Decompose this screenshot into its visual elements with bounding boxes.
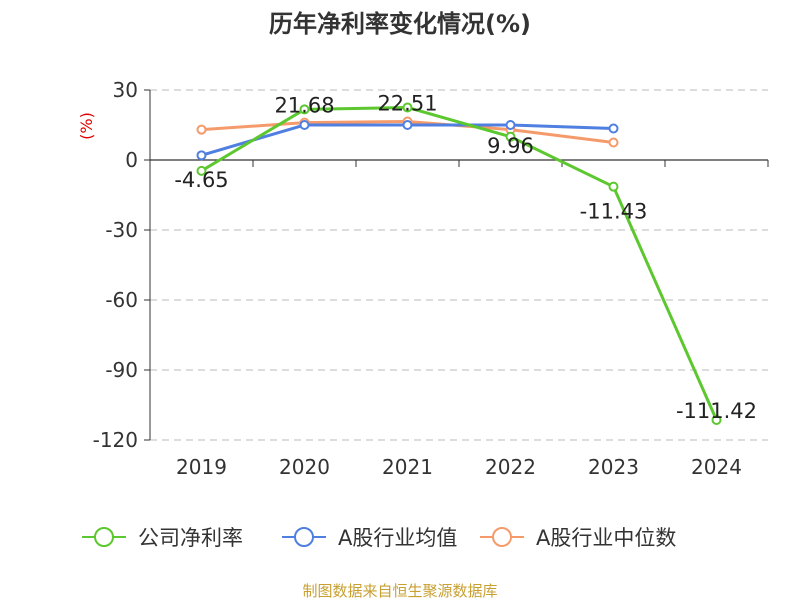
y-tick-label: 0 xyxy=(125,148,138,172)
data-label: -4.65 xyxy=(174,168,228,192)
data-point xyxy=(299,104,310,115)
legend-item[interactable]: A股行业均值 xyxy=(282,526,457,550)
legend-label: A股行业均值 xyxy=(338,526,457,550)
y-tick-label: -30 xyxy=(105,218,138,242)
data-point xyxy=(608,181,619,192)
data-point xyxy=(608,123,619,134)
data-point xyxy=(505,120,516,130)
data-point xyxy=(402,102,413,113)
x-tick-label: 2019 xyxy=(176,455,227,479)
grid-lines xyxy=(150,89,768,441)
legend-label: A股行业中位数 xyxy=(536,526,676,550)
y-tick-label: -120 xyxy=(93,428,138,452)
legend: 公司净利率 A股行业均值 A股行业中位数 xyxy=(82,526,676,550)
series-lines xyxy=(196,102,722,425)
data-point xyxy=(299,120,310,130)
data-point xyxy=(505,131,516,142)
data-point xyxy=(608,137,619,148)
data-point xyxy=(711,414,722,425)
chart-title: 历年净利率变化情况(%) xyxy=(269,10,531,38)
data-point xyxy=(196,165,207,176)
x-tick-label: 2021 xyxy=(382,455,433,479)
y-tick-label: -90 xyxy=(105,358,138,382)
y-tick-label: 30 xyxy=(113,78,138,102)
data-label: -11.43 xyxy=(580,200,648,224)
legend-item[interactable]: 公司净利率 xyxy=(82,526,243,550)
x-tick-label: 2022 xyxy=(485,455,536,479)
data-point xyxy=(196,150,207,161)
legend-item[interactable]: A股行业中位数 xyxy=(480,526,676,550)
data-label: 9.96 xyxy=(487,134,534,158)
legend-label: 公司净利率 xyxy=(138,526,243,550)
axes: 30 0 -30 -60 -90 -120 2019 2020 2021 2022 2023 2024 xyxy=(93,78,769,479)
data-point xyxy=(196,124,207,135)
legend-marker-icon xyxy=(294,527,314,547)
data-point xyxy=(402,120,413,130)
legend-marker-icon xyxy=(94,527,114,547)
data-labels: -4.65 21.68 22.51 9.96 -11.43 -111.42 xyxy=(174,91,757,423)
x-tick-label: 2024 xyxy=(691,455,742,479)
y-axis-unit-label: (%) xyxy=(77,112,96,140)
data-label: 21.68 xyxy=(274,93,334,117)
x-tick-label: 2023 xyxy=(588,455,639,479)
series-line xyxy=(200,105,718,421)
y-tick-label: -60 xyxy=(105,288,138,312)
legend-marker-icon xyxy=(492,527,512,547)
x-tick-label: 2020 xyxy=(279,455,330,479)
data-label: -111.42 xyxy=(676,399,757,423)
source-note: 制图数据来自恒生聚源数据库 xyxy=(302,582,497,600)
data-label: 22.51 xyxy=(377,91,437,115)
